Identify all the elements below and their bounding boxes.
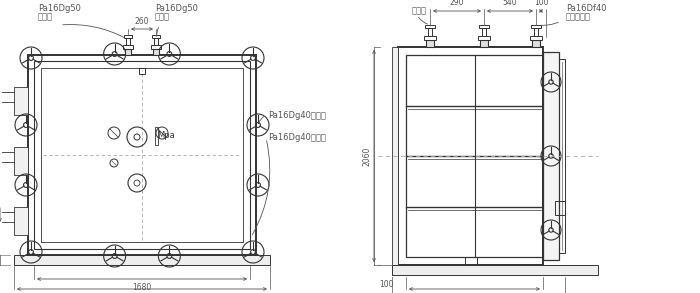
Bar	[124, 35, 132, 38]
Text: 消毒口: 消毒口	[155, 12, 170, 21]
Bar	[424, 36, 436, 40]
Bar	[139, 68, 145, 74]
Text: 2060: 2060	[362, 146, 371, 166]
Text: 260: 260	[134, 17, 149, 26]
Bar	[392, 265, 598, 275]
Text: 540: 540	[503, 0, 517, 7]
Bar	[151, 45, 161, 49]
Bar	[543, 52, 559, 260]
Bar	[14, 207, 28, 235]
Bar	[155, 127, 158, 145]
Text: Pa16Df40: Pa16Df40	[566, 4, 606, 13]
Text: 100: 100	[379, 280, 393, 289]
Text: 排气口: 排气口	[38, 12, 53, 21]
Text: Mpa: Mpa	[157, 130, 175, 139]
Bar	[530, 36, 542, 40]
Bar	[480, 40, 488, 47]
Bar	[426, 40, 434, 47]
Bar	[559, 59, 565, 253]
Text: 290: 290	[449, 0, 464, 7]
Text: 蕊汽进气口: 蕊汽进气口	[566, 12, 591, 21]
Bar	[555, 201, 565, 215]
Bar	[153, 49, 159, 55]
Bar	[152, 35, 160, 38]
Bar	[531, 25, 541, 28]
Bar	[14, 255, 270, 265]
Bar	[14, 147, 28, 175]
Bar	[154, 38, 158, 45]
Text: Pa16Dg50: Pa16Dg50	[155, 4, 198, 13]
Bar	[123, 45, 133, 49]
Bar	[34, 61, 250, 249]
Bar	[126, 38, 130, 45]
Bar	[428, 28, 432, 36]
Bar	[125, 49, 131, 55]
Bar	[534, 28, 538, 36]
Bar	[479, 25, 489, 28]
Bar	[28, 55, 256, 255]
Text: Pa16Dg40疏水口: Pa16Dg40疏水口	[268, 134, 326, 142]
Bar	[465, 257, 477, 265]
Text: 100: 100	[533, 0, 548, 7]
Bar	[398, 47, 543, 265]
Bar	[41, 68, 243, 242]
Text: Pa16Dg40排污口: Pa16Dg40排污口	[268, 110, 326, 120]
Bar	[14, 87, 28, 115]
Bar	[482, 28, 486, 36]
Bar	[406, 55, 543, 257]
Bar	[478, 36, 490, 40]
Bar	[532, 40, 540, 47]
Bar	[425, 25, 435, 28]
Text: 1680: 1680	[132, 283, 152, 292]
Text: 安全阀: 安全阀	[412, 6, 427, 16]
Bar	[392, 47, 398, 265]
Text: Pa16Dg50: Pa16Dg50	[38, 4, 81, 13]
